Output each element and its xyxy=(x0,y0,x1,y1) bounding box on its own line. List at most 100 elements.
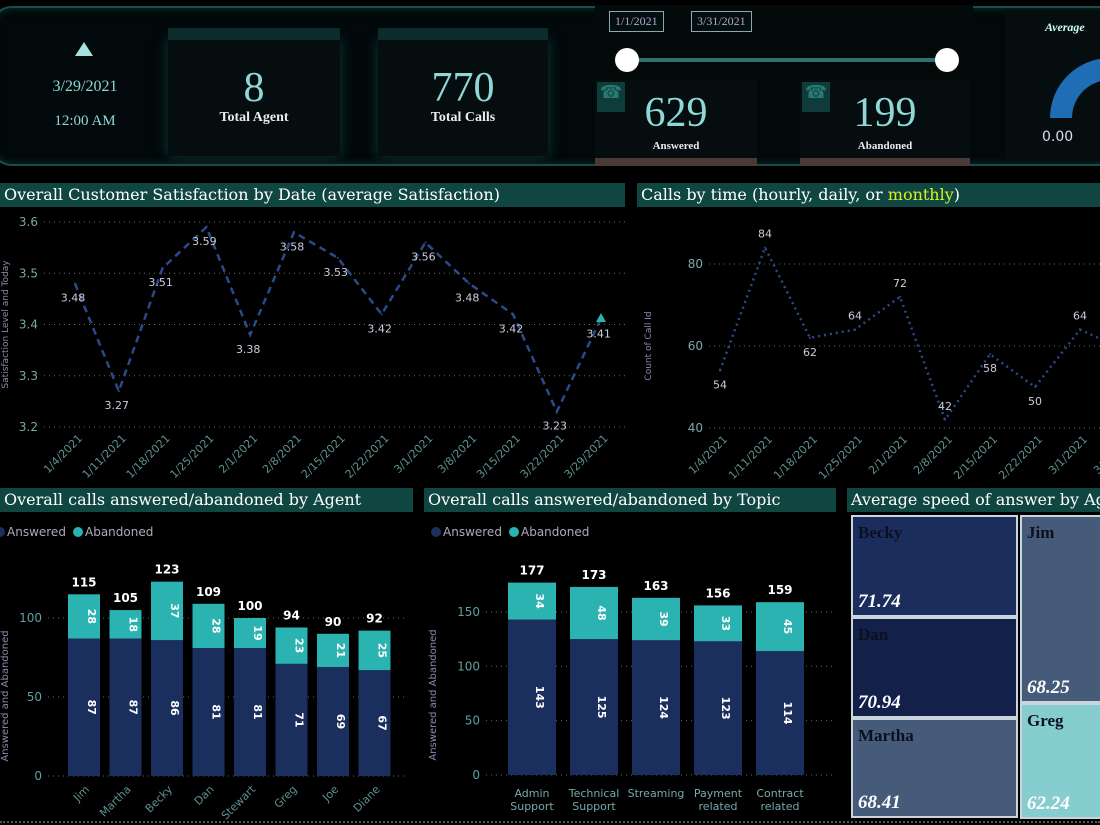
bar-value-label: 28 xyxy=(210,618,223,633)
x-tick-label: Becky xyxy=(143,783,176,816)
y-tick-label: 100 xyxy=(457,659,480,673)
answered-bar xyxy=(317,666,349,776)
answered-bar xyxy=(570,639,618,775)
total-agent-value: 8 xyxy=(243,65,265,111)
answered-bar xyxy=(694,641,742,775)
bar-value-label: 87 xyxy=(127,700,140,715)
bar-value-label: 19 xyxy=(251,625,264,640)
abandoned-bar xyxy=(275,627,308,664)
answered-bar xyxy=(68,638,100,776)
bar-value-label: 45 xyxy=(781,619,794,634)
slider-end-handle[interactable] xyxy=(935,48,959,72)
answered-bar xyxy=(109,638,142,776)
bar-total-label: 159 xyxy=(767,583,792,597)
data-label: 84 xyxy=(758,228,772,241)
gauge-arc xyxy=(1050,58,1100,118)
x-tick-label: 3/22/2021 xyxy=(518,432,567,481)
x-tick-label: Contract related xyxy=(756,787,804,813)
tile-value: 62.24 xyxy=(1027,793,1070,814)
x-tick-label: Joe xyxy=(319,783,341,805)
data-point xyxy=(117,390,120,393)
telephone-icon: ☎ xyxy=(802,82,830,112)
treemap-tile-dan[interactable]: Dan 70.94 xyxy=(851,617,1018,718)
x-tick-label: 1/18/2021 xyxy=(771,433,820,482)
bar-total-label: 173 xyxy=(581,568,606,582)
data-point xyxy=(161,267,164,270)
total-calls-value: 770 xyxy=(431,65,495,111)
telephone-icon: ☎ xyxy=(597,82,625,112)
x-tick-label: Dan xyxy=(192,783,217,808)
x-tick-label: 2/1/2021 xyxy=(866,433,910,477)
x-tick-label: 1/18/2021 xyxy=(124,432,173,481)
tile-value: 70.94 xyxy=(858,692,901,713)
x-tick-label: 2/1/2021 xyxy=(216,432,260,476)
x-tick-label: Admin Support xyxy=(510,787,554,813)
x-tick-label: 2/22/2021 xyxy=(996,433,1045,482)
bar-value-label: 114 xyxy=(781,702,794,725)
treemap-tile-martha[interactable]: Martha 68.41 xyxy=(851,718,1018,818)
data-label: 54 xyxy=(713,379,727,392)
legend-label: Answered xyxy=(7,525,66,539)
treemap-tile-greg[interactable]: Greg 62.24 xyxy=(1020,703,1100,819)
treemap-tile-becky[interactable]: Becky 71.74 xyxy=(851,515,1018,617)
data-label: 64 xyxy=(848,310,862,323)
y-tick-label: 3.3 xyxy=(19,369,38,383)
start-date-input[interactable]: 1/1/2021 xyxy=(609,11,664,32)
tile-name: Becky xyxy=(858,523,903,542)
x-tick-label: 2/15/2021 xyxy=(299,432,348,481)
data-label: 3.48 xyxy=(61,292,86,305)
bar-value-label: 23 xyxy=(293,638,306,653)
x-tick-label: 2/15/2021 xyxy=(951,433,1000,482)
x-tick-label: Payment related xyxy=(694,787,743,813)
x-tick-label: 3/29/2021 xyxy=(562,432,611,481)
x-tick-label: 1/25/2021 xyxy=(167,432,216,481)
data-point xyxy=(944,418,946,421)
data-point xyxy=(336,256,339,259)
y-tick-label: 80 xyxy=(688,257,703,271)
bar-total-label: 163 xyxy=(643,579,668,593)
gauge-title: Average xyxy=(1045,20,1085,34)
answered-bar xyxy=(756,651,804,775)
data-label: 3.51 xyxy=(148,276,173,289)
bar-value-label: 67 xyxy=(376,715,389,730)
data-label: 3.56 xyxy=(411,251,436,264)
satisfaction-line-chart: 3.2 3.3 3.4 3.5 3.6 Satisfaction Level and To… xyxy=(1,215,625,481)
data-point xyxy=(293,231,295,234)
abandoned-card: ☎ 199 Abandoned xyxy=(800,80,970,158)
answered-bar xyxy=(508,619,556,775)
end-date-input[interactable]: 3/31/2021 xyxy=(691,11,752,32)
data-point xyxy=(1034,386,1036,388)
treemap-tile-jim[interactable]: Jim 68.25 xyxy=(1020,515,1100,703)
answered-value: 629 xyxy=(644,90,708,136)
bar-total-label: 92 xyxy=(366,612,383,626)
x-tick-label: 3/8/2021 xyxy=(1091,433,1100,477)
legend-marker xyxy=(431,527,441,537)
average-gauge: Average 0.00 xyxy=(1005,10,1100,160)
bar-value-label: 37 xyxy=(168,603,181,618)
x-tick-label: 1/25/2021 xyxy=(816,433,865,482)
up-triangle-icon xyxy=(596,313,606,322)
data-point xyxy=(989,353,991,356)
data-point xyxy=(809,336,811,339)
data-point xyxy=(249,333,252,336)
bar-total-label: 123 xyxy=(154,563,179,577)
bar-value-label: 124 xyxy=(657,696,670,719)
total-agent-label: Total Agent xyxy=(219,110,289,125)
slider-start-handle[interactable] xyxy=(615,48,639,72)
total-calls-label: Total Calls xyxy=(430,110,496,125)
bar-value-label: 86 xyxy=(168,700,181,716)
abandoned-bar xyxy=(109,610,142,639)
bar-total-label: 156 xyxy=(705,586,730,600)
legend-marker xyxy=(73,527,83,537)
answered-bar xyxy=(234,648,266,776)
data-point xyxy=(899,295,901,298)
data-line xyxy=(73,224,602,415)
abandoned-bar xyxy=(508,582,556,620)
bar-total-label: 90 xyxy=(325,615,342,629)
x-tick-label: 1/4/2021 xyxy=(686,433,730,477)
abandoned-bar xyxy=(68,594,100,639)
bar-value-label: 71 xyxy=(293,712,306,727)
bar-value-label: 34 xyxy=(533,593,546,609)
x-tick-label: 1/4/2021 xyxy=(41,432,85,476)
legend-label: Abandoned xyxy=(85,525,153,539)
